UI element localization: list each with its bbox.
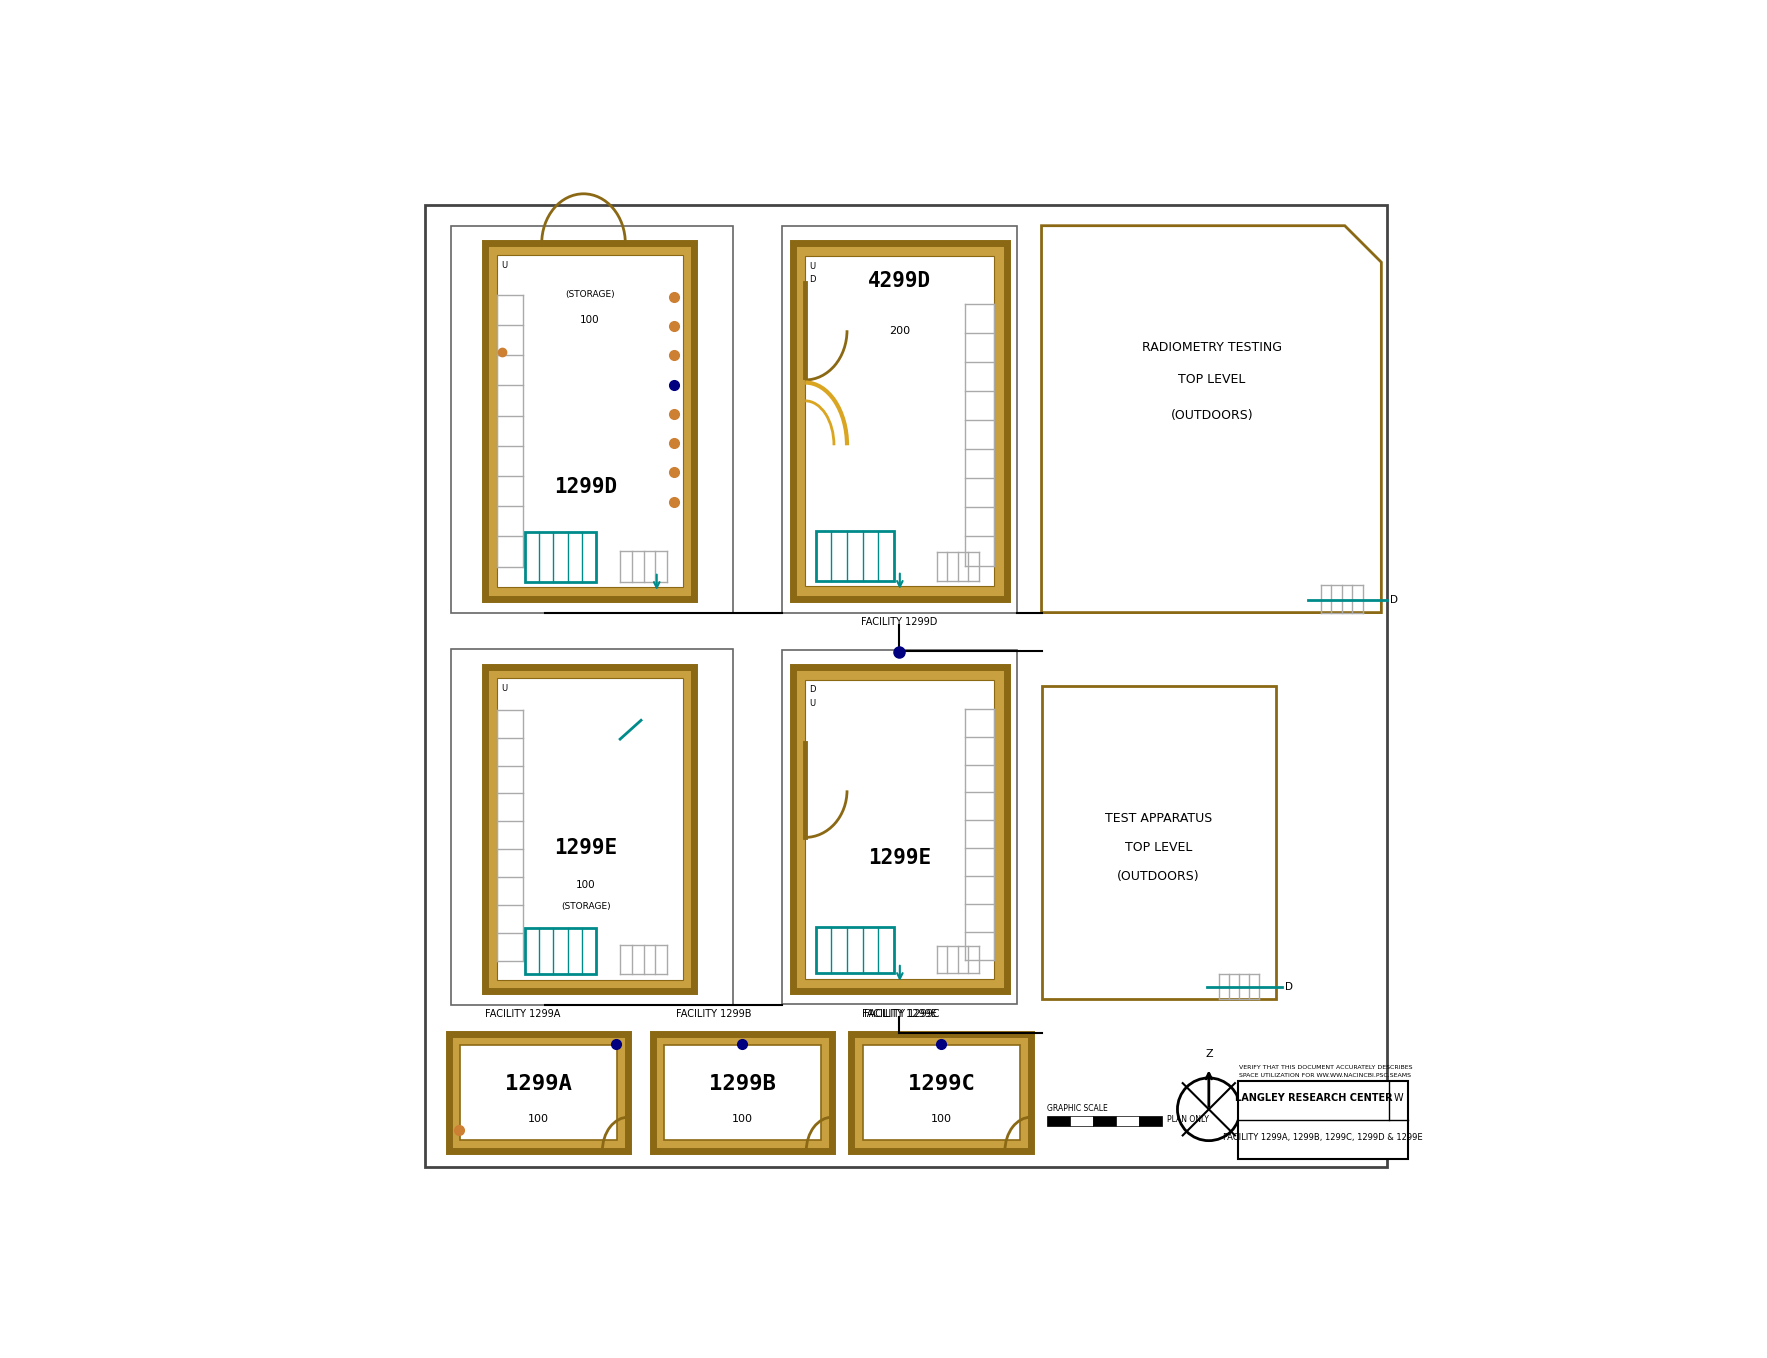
Bar	[652, 1033, 832, 1152]
Text: 100: 100	[576, 880, 595, 889]
Text: TOP LEVEL: TOP LEVEL	[1126, 841, 1193, 854]
Text: FACILITY 1299A, 1299B, 1299C, 1299D & 1299E: FACILITY 1299A, 1299B, 1299C, 1299D & 12…	[1223, 1133, 1422, 1142]
Text: 1299E: 1299E	[555, 838, 618, 858]
Polygon shape	[1041, 225, 1382, 612]
Text: FACILITY 1299A: FACILITY 1299A	[486, 1009, 560, 1020]
Bar	[806, 257, 995, 587]
Text: 100: 100	[580, 315, 599, 325]
Text: 1299D: 1299D	[555, 478, 618, 497]
Bar	[664, 1046, 822, 1139]
Bar	[451, 649, 733, 1005]
Text: Z: Z	[1205, 1048, 1212, 1059]
Bar	[1115, 1115, 1138, 1126]
Bar	[793, 667, 1007, 991]
Text: U: U	[809, 262, 816, 270]
Text: 100: 100	[732, 1114, 753, 1124]
Text: FACILITY 1299B: FACILITY 1299B	[675, 1009, 751, 1020]
Bar	[451, 225, 733, 612]
Text: D: D	[1285, 982, 1293, 993]
Bar	[816, 531, 894, 581]
Text: 200: 200	[889, 326, 910, 337]
Bar	[1069, 1115, 1092, 1126]
Bar	[497, 255, 682, 588]
Bar	[783, 225, 1018, 612]
Text: 100: 100	[528, 1114, 550, 1124]
Text: TEST APPARATUS: TEST APPARATUS	[1104, 812, 1212, 824]
Text: PLAN ONLY: PLAN ONLY	[1166, 1115, 1209, 1124]
Bar	[783, 650, 1018, 1004]
Bar	[1092, 1115, 1115, 1126]
Text: 1299A: 1299A	[505, 1074, 573, 1095]
Bar	[1239, 1081, 1408, 1160]
Text: (OUTDOORS): (OUTDOORS)	[1172, 409, 1253, 422]
Bar	[486, 243, 694, 599]
Bar	[525, 532, 595, 583]
Text: FACILITY 1299D: FACILITY 1299D	[861, 617, 938, 627]
Text: TOP LEVEL: TOP LEVEL	[1179, 372, 1246, 386]
Text: 1299B: 1299B	[709, 1074, 776, 1095]
Text: VERIFY THAT THIS DOCUMENT ACCURATELY DESCRIBES: VERIFY THAT THIS DOCUMENT ACCURATELY DES…	[1239, 1065, 1412, 1070]
Text: 4299D: 4299D	[868, 272, 931, 292]
Text: 100: 100	[931, 1114, 952, 1124]
Text: (OUTDOORS): (OUTDOORS)	[1117, 870, 1200, 883]
Text: 1299E: 1299E	[868, 847, 931, 868]
Text: D: D	[1389, 595, 1398, 606]
Bar	[449, 1033, 629, 1152]
Bar	[497, 679, 682, 979]
Text: D: D	[809, 684, 816, 694]
Bar	[486, 667, 694, 991]
Text: FACILITY 1299C: FACILITY 1299C	[864, 1009, 940, 1020]
Bar	[525, 929, 595, 975]
Text: D: D	[809, 276, 816, 284]
Bar	[1046, 1115, 1069, 1126]
Bar	[793, 243, 1007, 599]
Text: 1299C: 1299C	[908, 1074, 975, 1095]
Bar	[459, 1046, 617, 1139]
Text: FACILITY 1299E: FACILITY 1299E	[862, 1009, 937, 1020]
Bar	[1041, 686, 1276, 999]
Text: RADIOMETRY TESTING: RADIOMETRY TESTING	[1141, 341, 1283, 354]
Text: GRAPHIC SCALE: GRAPHIC SCALE	[1046, 1104, 1108, 1114]
Bar	[816, 928, 894, 974]
Bar	[806, 679, 995, 979]
Text: W: W	[1394, 1093, 1403, 1103]
Text: U: U	[500, 684, 507, 693]
Bar	[862, 1046, 1020, 1139]
Text: U: U	[500, 261, 507, 269]
Bar	[852, 1033, 1032, 1152]
Text: LANGLEY RESEARCH CENTER: LANGLEY RESEARCH CENTER	[1235, 1093, 1392, 1103]
Text: (STORAGE): (STORAGE)	[565, 289, 615, 299]
Text: (STORAGE): (STORAGE)	[562, 902, 611, 910]
Text: U: U	[809, 698, 816, 708]
Text: SPACE UTILIZATION FOR WW.WW.NACINCBI.PSC.SEAMS: SPACE UTILIZATION FOR WW.WW.NACINCBI.PSC…	[1239, 1073, 1412, 1078]
Bar	[1138, 1115, 1161, 1126]
